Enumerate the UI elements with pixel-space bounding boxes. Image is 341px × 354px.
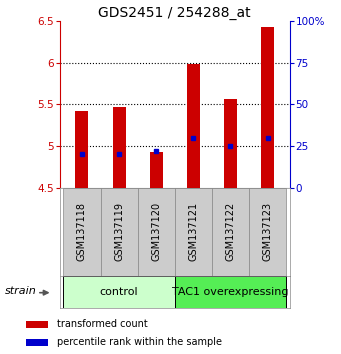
Text: GSM137122: GSM137122	[225, 202, 235, 262]
Bar	[26, 339, 48, 346]
Bar	[113, 107, 125, 188]
Bar	[75, 111, 88, 188]
Text: strain: strain	[5, 286, 36, 296]
Bar	[261, 27, 274, 188]
Text: GSM137118: GSM137118	[77, 202, 87, 261]
Bar	[175, 276, 286, 308]
Bar	[138, 188, 175, 276]
Text: TAC1 overexpressing: TAC1 overexpressing	[172, 287, 289, 297]
Bar	[249, 188, 286, 276]
Text: transformed count: transformed count	[57, 319, 148, 329]
Bar	[212, 188, 249, 276]
Text: GSM137121: GSM137121	[188, 202, 198, 262]
Text: percentile rank within the sample: percentile rank within the sample	[57, 337, 222, 347]
Bar	[101, 188, 138, 276]
Bar	[187, 64, 200, 188]
Bar	[63, 188, 101, 276]
Bar	[63, 276, 175, 308]
Bar	[175, 188, 212, 276]
Bar	[224, 99, 237, 188]
Bar	[26, 321, 48, 328]
Text: GSM137119: GSM137119	[114, 202, 124, 261]
Title: GDS2451 / 254288_at: GDS2451 / 254288_at	[99, 6, 251, 20]
Text: GSM137120: GSM137120	[151, 202, 161, 262]
Text: control: control	[100, 287, 138, 297]
Text: GSM137123: GSM137123	[263, 202, 272, 262]
Bar	[150, 152, 163, 188]
